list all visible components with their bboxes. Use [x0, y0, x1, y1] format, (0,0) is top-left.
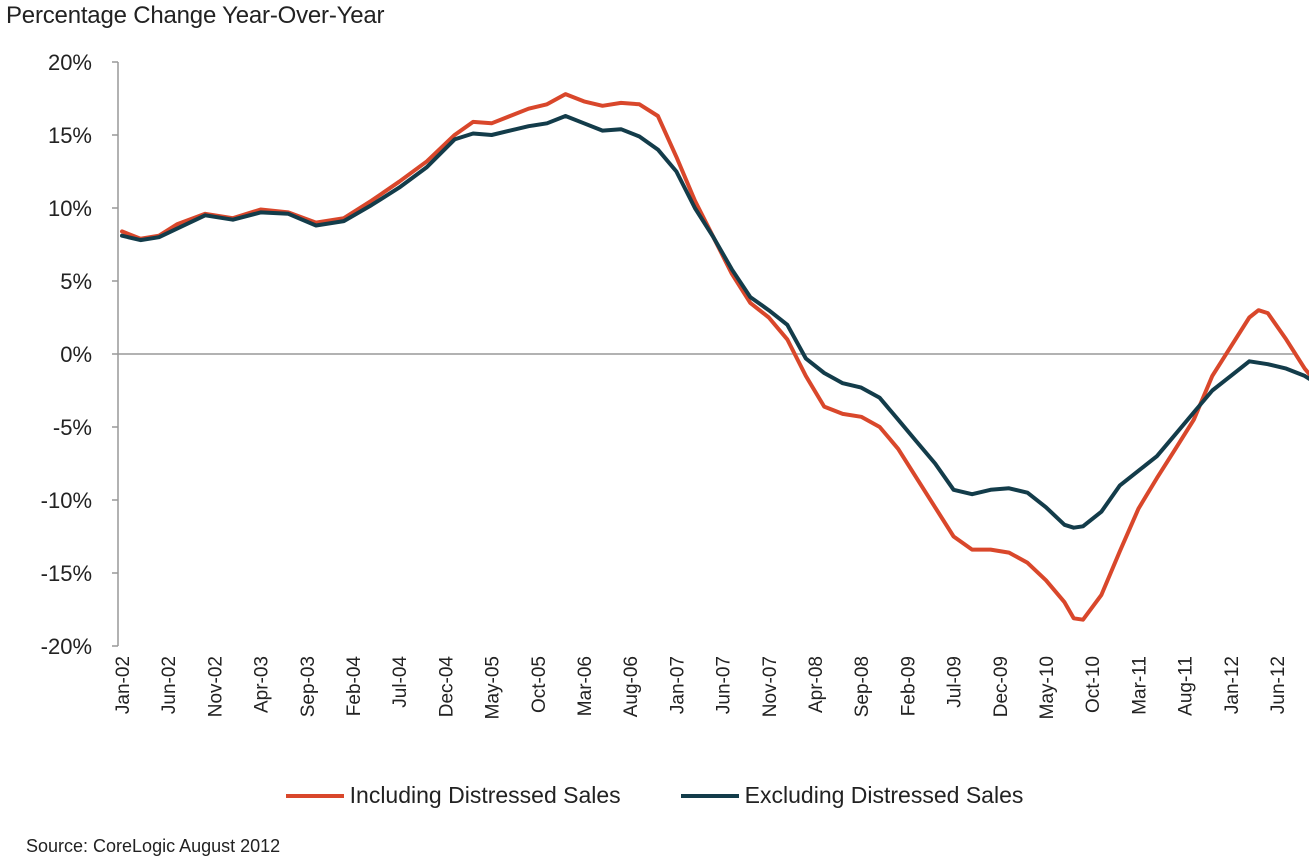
x-tick-label: Jan-02 [113, 656, 134, 714]
x-tick-label: Feb-04 [344, 656, 365, 717]
series-line-including [120, 92, 1309, 622]
y-tick-label: 15% [48, 123, 92, 148]
x-tick-label: Nov-07 [760, 656, 781, 717]
source-note: Source: CoreLogic August 2012 [26, 836, 281, 856]
x-tick-label: Jul-04 [390, 656, 411, 708]
legend: Including Distressed Sales Excluding Dis… [0, 782, 1309, 809]
y-tick-label: 0% [60, 342, 92, 367]
x-tick-label: Apr-03 [252, 656, 273, 713]
x-tick-label: Jun-12 [1268, 656, 1289, 714]
y-axis-ticks: 20% 15% 10% 5% 0% -5% -10% -15% -20% [41, 50, 118, 659]
x-tick-label: Mar-11 [1129, 656, 1150, 715]
x-tick-label: Mar-06 [575, 656, 596, 716]
x-tick-label: Sep-08 [852, 656, 873, 717]
x-tick-label: Jul-09 [945, 656, 966, 708]
y-tick-label: 20% [48, 50, 92, 75]
x-tick-label: Jun-07 [714, 656, 735, 714]
legend-label-including: Including Distressed Sales [349, 782, 621, 808]
x-tick-label: Jun-02 [159, 656, 180, 714]
x-tick-label: Oct-05 [529, 656, 550, 713]
x-tick-label: Aug-06 [621, 656, 642, 717]
y-tick-label: -5% [53, 415, 92, 440]
x-tick-label: Jan-12 [1222, 656, 1243, 714]
x-tick-label: Aug-11 [1176, 656, 1197, 716]
legend-item-excluding: Excluding Distressed Sales [680, 782, 1024, 809]
x-tick-label: Jan-07 [667, 656, 688, 714]
y-tick-label: -20% [41, 634, 92, 659]
x-tick-label: May-05 [483, 656, 504, 719]
x-tick-label: May-10 [1037, 656, 1058, 719]
y-tick-label: 5% [60, 269, 92, 294]
x-tick-label: Apr-08 [806, 656, 827, 713]
y-tick-label: -15% [41, 561, 92, 586]
x-tick-label: Feb-09 [898, 656, 919, 716]
series-lines [120, 92, 1309, 622]
y-tick-label: 10% [48, 196, 92, 221]
legend-item-including: Including Distressed Sales [285, 782, 621, 809]
legend-label-excluding: Excluding Distressed Sales [744, 782, 1024, 808]
x-tick-label: Dec-09 [991, 656, 1012, 717]
x-tick-label: Nov-02 [205, 656, 226, 717]
x-axis-ticks: Jan-02 Jun-02 Nov-02 Apr-03 Sep-03 Feb-04 Jul-… [113, 656, 1289, 720]
legend-swatch-excluding [680, 793, 739, 798]
x-tick-label: Dec-04 [436, 656, 457, 718]
x-tick-label: Sep-03 [298, 656, 319, 717]
chart-title: Percentage Change Year-Over-Year [6, 2, 385, 29]
y-tick-label: -10% [41, 488, 92, 513]
x-tick-label: Oct-10 [1083, 656, 1104, 713]
legend-swatch-including [285, 793, 344, 798]
series-line-excluding [120, 114, 1309, 530]
